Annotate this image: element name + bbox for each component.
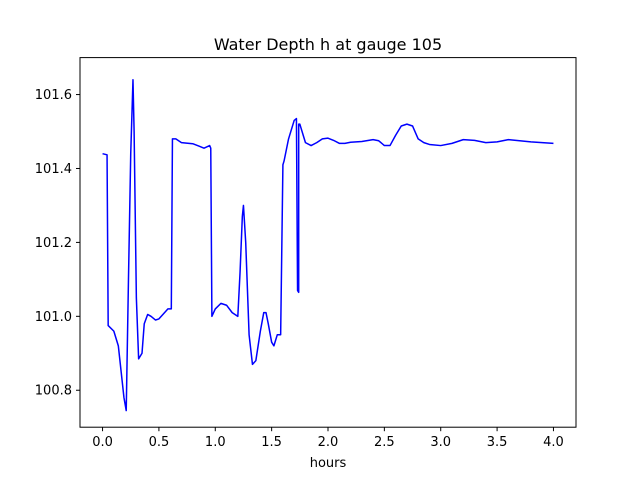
x-tick-label: 2.5 xyxy=(374,435,395,450)
x-axis-label: hours xyxy=(310,456,347,471)
y-tick-label: 101.2 xyxy=(35,236,72,251)
x-tick-label: 0.0 xyxy=(92,435,113,450)
x-tick-label: 2.0 xyxy=(318,435,339,450)
y-tick-label: 101.6 xyxy=(35,88,72,103)
x-tick-label: 3.0 xyxy=(430,435,451,450)
axis-ticks: 0.0 0.5 1.0 1.5 2.0 2.5 3.0 3.5 4.0 100.8 101.0 101… xyxy=(35,88,564,450)
y-tick-label: 100.8 xyxy=(35,384,72,399)
axes-frame xyxy=(79,57,577,428)
x-tick-label: 1.0 xyxy=(205,435,226,450)
x-tick-label: 0.5 xyxy=(149,435,170,450)
x-tick-label: 3.5 xyxy=(487,435,508,450)
y-tick-label: 101.0 xyxy=(35,310,72,325)
chart-title: Water Depth h at gauge 105 xyxy=(214,35,442,54)
plot-area xyxy=(102,79,554,412)
series-line-0 xyxy=(102,79,554,412)
x-tick-label: 4.0 xyxy=(543,435,564,450)
y-tick-label: 101.4 xyxy=(35,162,72,177)
x-tick-label: 1.5 xyxy=(261,435,282,450)
